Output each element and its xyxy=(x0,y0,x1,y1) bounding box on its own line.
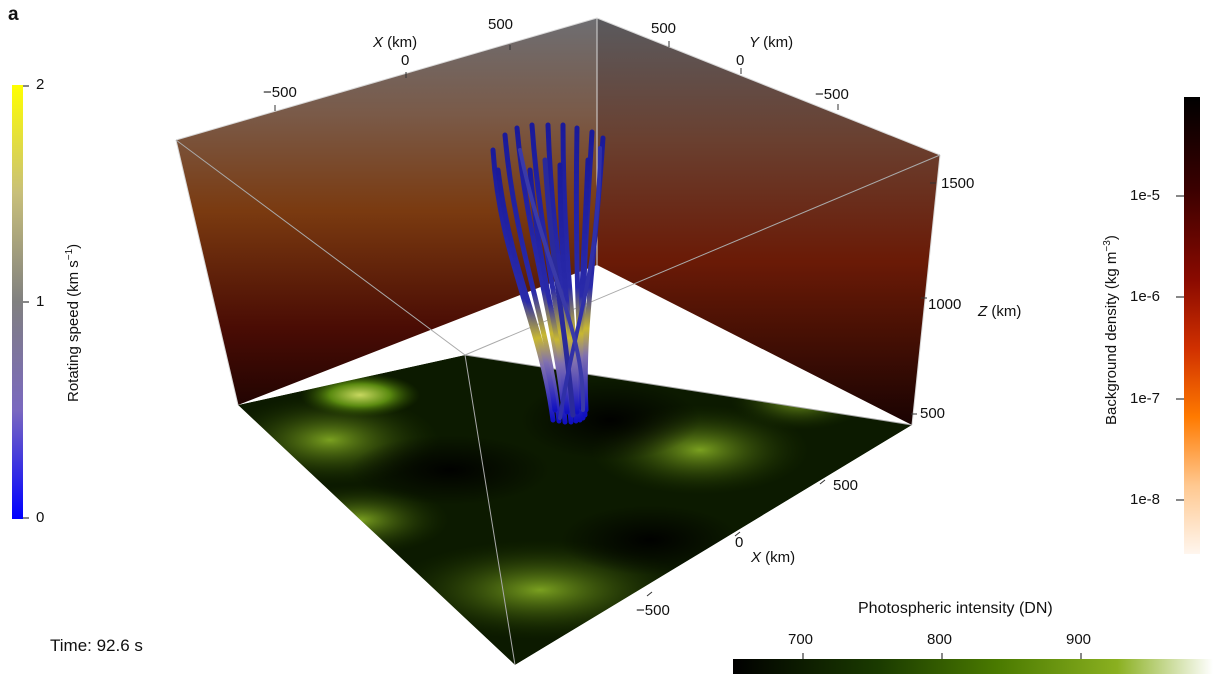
top-x-tick-neg500: −500 xyxy=(263,84,297,101)
rs-tick-2: 2 xyxy=(36,76,45,93)
time-label: Time: 92.6 s xyxy=(50,636,143,655)
density-colorbar xyxy=(1184,97,1200,554)
intensity-title: Photospheric intensity (DN) xyxy=(858,600,1053,617)
top-y-tick-0: 0 xyxy=(736,52,745,69)
bd-tick-1e-7: 1e-7 xyxy=(1130,390,1161,407)
z-tick-1500: 1500 xyxy=(941,175,975,192)
bottom-x-axis-label: X (km) xyxy=(751,549,796,566)
flux-tubes xyxy=(490,122,606,425)
back-wall-right xyxy=(597,18,940,425)
top-y-tick-500: 500 xyxy=(651,20,677,37)
intensity-colorbar xyxy=(733,659,1213,674)
top-x-tick-0: 0 xyxy=(401,52,410,69)
pi-tick-900: 900 xyxy=(1066,631,1092,648)
rotating-speed-title: Rotating speed (km s−1) xyxy=(64,243,82,402)
pi-tick-800: 800 xyxy=(927,631,953,648)
back-wall-left xyxy=(176,18,597,405)
z-tick-1000: 1000 xyxy=(928,296,962,313)
bottom-x-tick-neg500: −500 xyxy=(636,602,670,619)
panel-label: a xyxy=(8,4,19,25)
rotating-speed-colorbar xyxy=(12,85,23,519)
top-x-axis-label: X (km) xyxy=(373,34,418,51)
top-x-tick-500: 500 xyxy=(488,16,514,33)
pi-tick-700: 700 xyxy=(788,631,814,648)
top-y-tick-neg500: −500 xyxy=(815,86,849,103)
top-y-axis-label: Y (km) xyxy=(749,34,794,51)
density-title: Background density (kg m−3) xyxy=(1102,235,1120,425)
rs-tick-1: 1 xyxy=(36,293,45,310)
bottom-x-tick-500: 500 xyxy=(833,477,859,494)
bd-tick-1e-5: 1e-5 xyxy=(1130,187,1161,204)
box-edges xyxy=(175,17,941,666)
bd-tick-1e-6: 1e-6 xyxy=(1130,288,1161,305)
z-tick-500: 500 xyxy=(920,405,946,422)
bottom-x-tick-0: 0 xyxy=(735,534,744,551)
rs-tick-0: 0 xyxy=(36,509,45,526)
bd-tick-1e-8: 1e-8 xyxy=(1130,491,1161,508)
z-axis-label: Z (km) xyxy=(978,303,1022,320)
